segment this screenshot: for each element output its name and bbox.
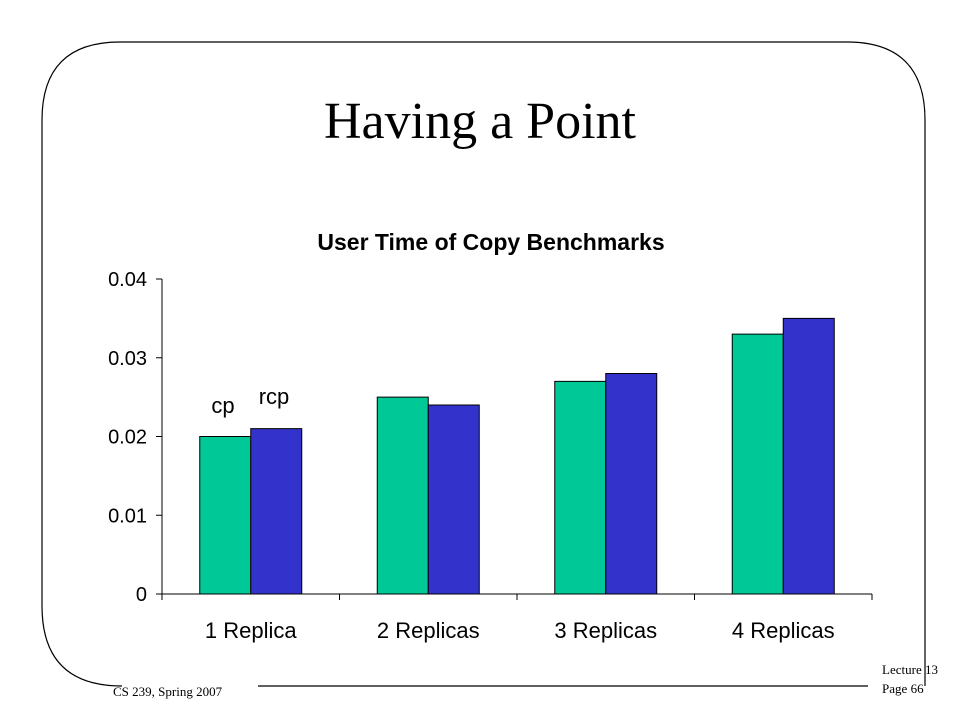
bar-cp-3 xyxy=(554,380,607,595)
bar-rcp-1 xyxy=(250,428,303,595)
series-label-cp: cp xyxy=(211,393,234,418)
series-label-rcp: rcp xyxy=(259,384,290,409)
x-tick-label: 1 Replica xyxy=(205,618,297,643)
y-tick-label: 0.04 xyxy=(108,269,147,291)
y-tick-label: 0 xyxy=(136,584,147,606)
bar-rcp-3 xyxy=(605,373,658,595)
bar-cp-2 xyxy=(376,396,429,595)
page-number: Page 66 xyxy=(882,681,924,696)
bar-rcp-2 xyxy=(427,404,480,595)
y-tick-label: 0.03 xyxy=(108,348,147,370)
bar-rcp-4 xyxy=(782,317,835,595)
x-tick-label: 2 Replicas xyxy=(377,618,480,643)
bar-cp-4 xyxy=(731,333,784,595)
chart-title: User Time of Copy Benchmarks xyxy=(317,229,664,255)
x-tick-label: 4 Replicas xyxy=(732,618,835,643)
course-label: CS 239, Spring 2007 xyxy=(113,684,223,699)
lecture-label: Lecture 13 xyxy=(882,662,938,677)
y-tick-label: 0.01 xyxy=(108,505,147,527)
lecture-page-label: Lecture 13 Page 66 xyxy=(882,660,938,698)
slide-title: Having a Point xyxy=(324,93,636,150)
bar-cp-1 xyxy=(199,436,252,595)
x-tick-label: 3 Replicas xyxy=(554,618,657,643)
slide-border xyxy=(41,41,926,687)
y-tick-label: 0.02 xyxy=(108,427,147,449)
